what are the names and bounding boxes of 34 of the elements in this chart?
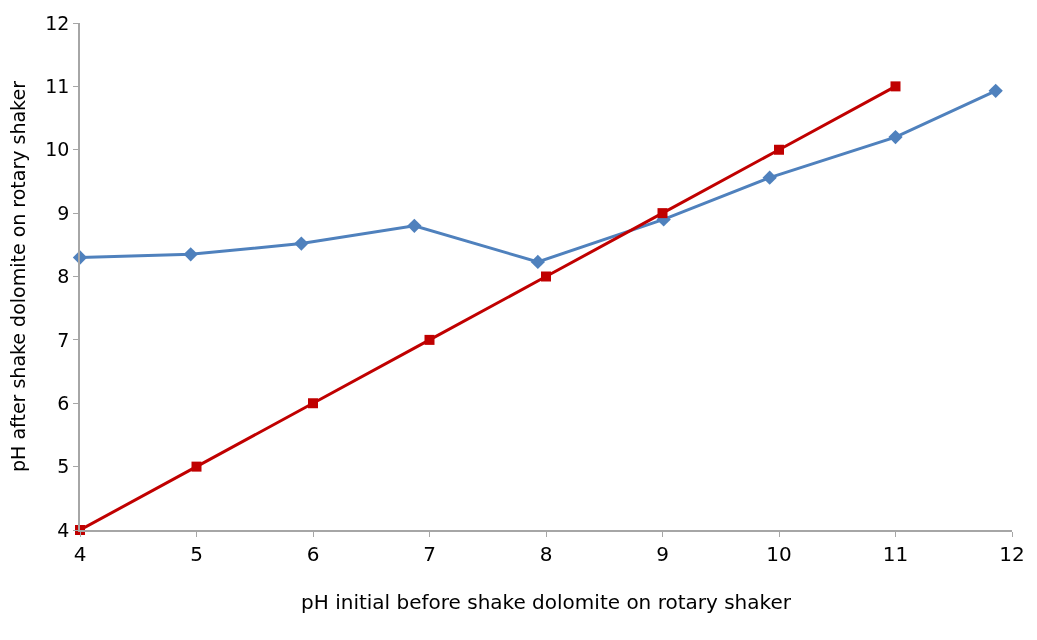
x-tick-label: 8: [539, 541, 553, 566]
y-axis-title: pH after shake dolomite on rotary shaker: [6, 80, 29, 472]
point: [762, 170, 777, 185]
x-tick-label: 9: [656, 541, 669, 566]
point: [890, 81, 901, 92]
y-tick-label: 12: [45, 11, 70, 34]
y-tick-label: 9: [57, 201, 70, 224]
point: [541, 271, 551, 282]
y-tick-label: 6: [57, 391, 70, 414]
x-tick-label: 12: [999, 541, 1025, 566]
point: [774, 144, 784, 155]
point: [657, 208, 668, 219]
x-tick-label: 11: [882, 541, 909, 566]
point: [294, 236, 309, 251]
x-tick-label: 4: [73, 541, 87, 566]
point: [183, 247, 198, 262]
y-tick-label: 11: [45, 75, 70, 98]
y-tick-label: 7: [57, 328, 70, 351]
point: [988, 83, 1003, 98]
y-tick-label: 10: [45, 138, 70, 161]
y-tick-label: 8: [57, 265, 70, 288]
y-tick-label: 4: [57, 518, 70, 541]
x-axis-title: pH initial before shake dolomite on rotary shaker: [301, 589, 792, 614]
point: [424, 334, 435, 345]
point: [530, 254, 545, 270]
point: [407, 218, 422, 233]
x-tick-label: 10: [766, 541, 792, 566]
x-tick-label: 5: [190, 541, 203, 566]
point: [888, 129, 903, 145]
point: [191, 461, 202, 472]
x-tick-label: 6: [306, 541, 320, 566]
x-tick-label: 7: [423, 541, 436, 566]
y-tick-label: 5: [57, 455, 70, 478]
point: [308, 398, 318, 409]
